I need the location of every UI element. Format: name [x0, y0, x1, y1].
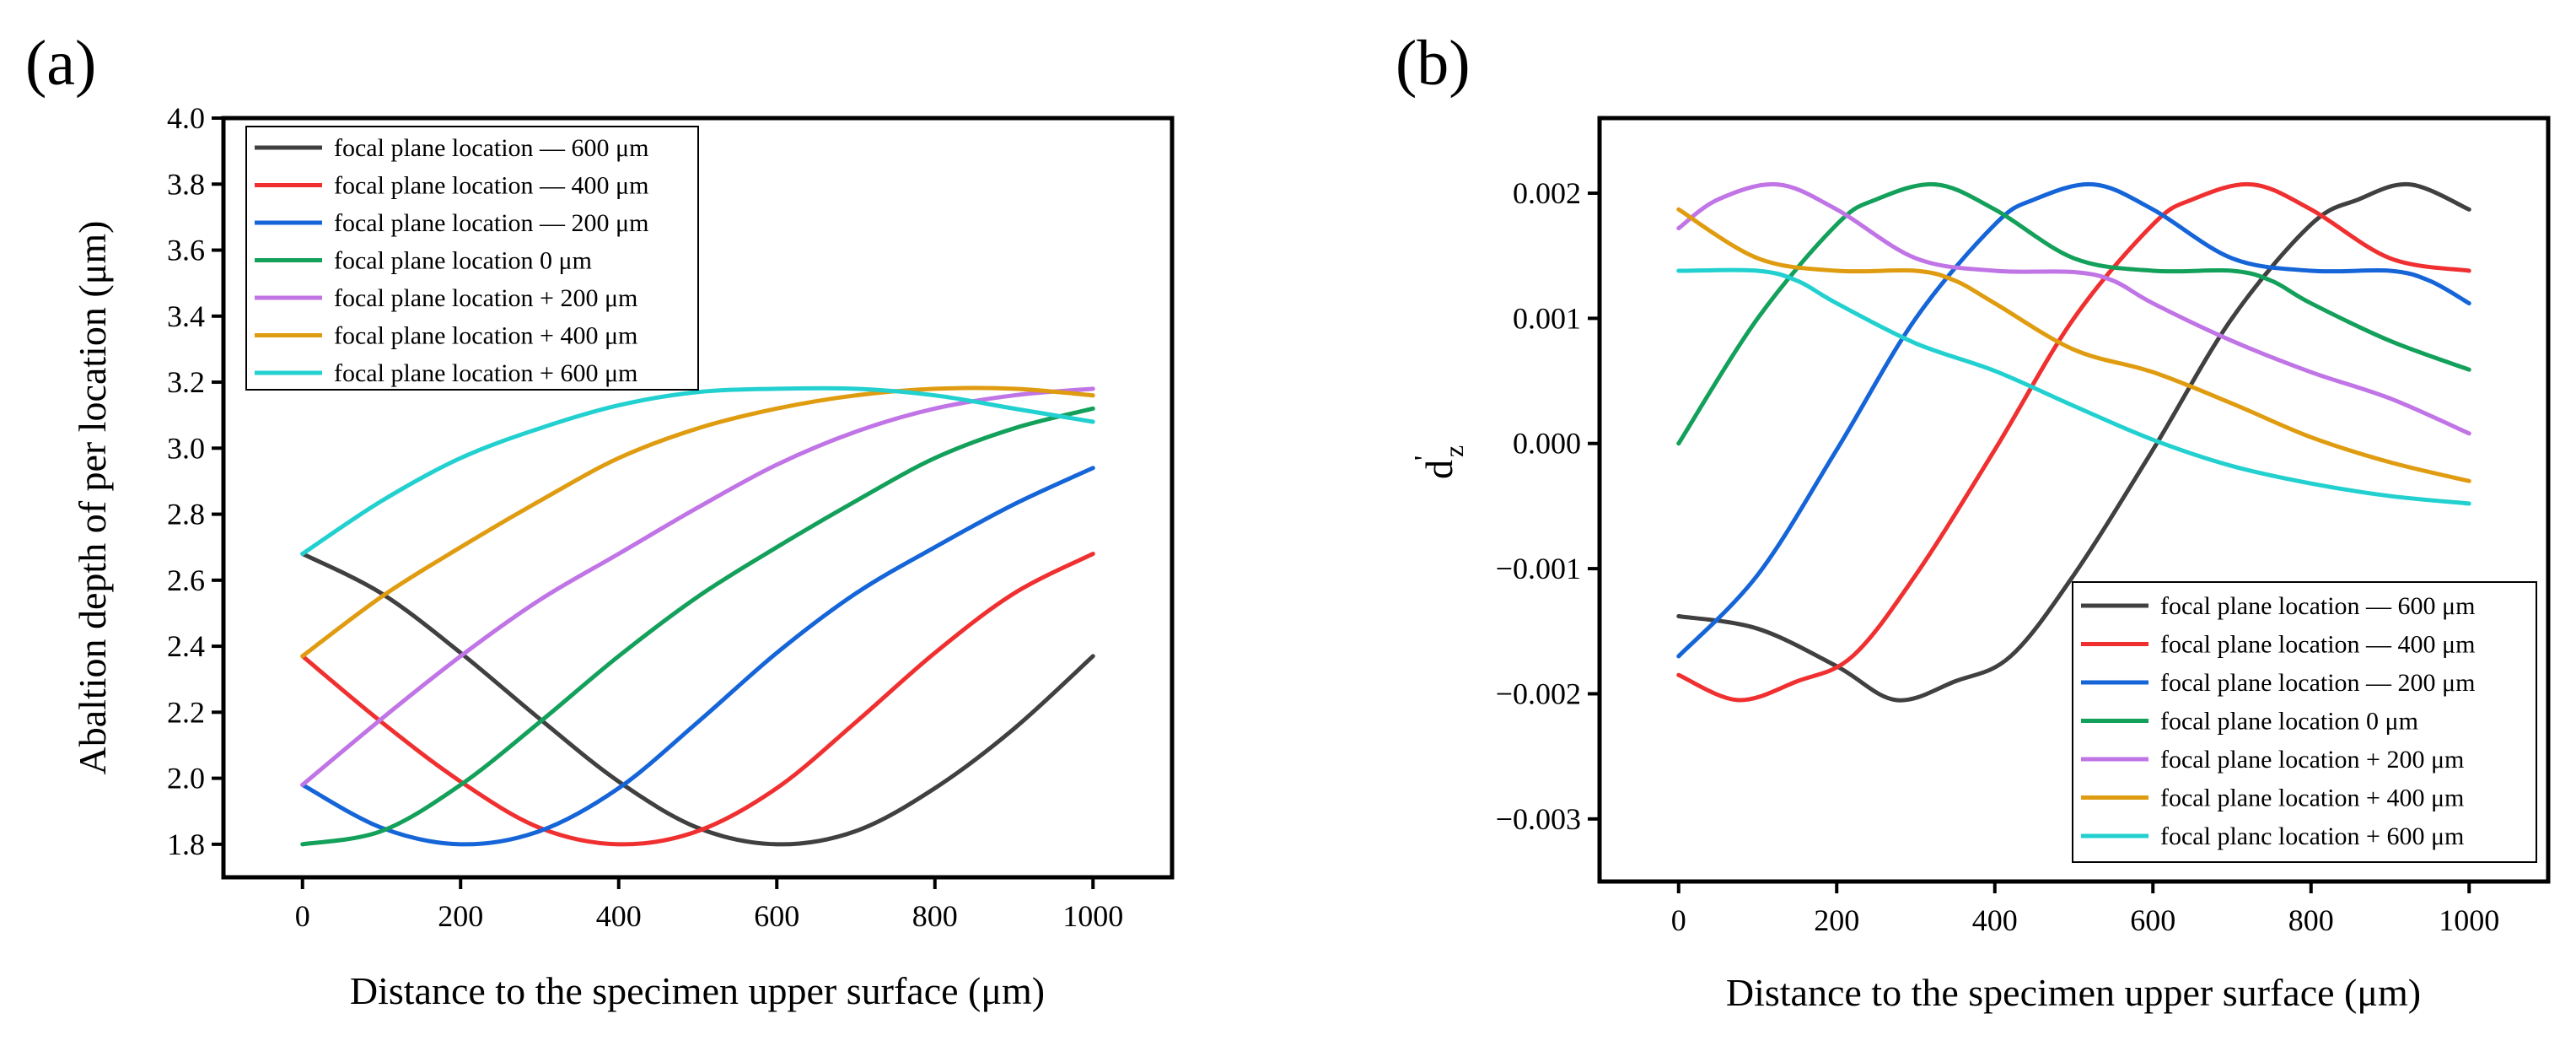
legend-entry-7: focal planc location + 600 μm [2160, 822, 2464, 850]
series-line-4 [1676, 181, 2471, 446]
series-line-4 [300, 406, 1095, 847]
series-line-1 [300, 552, 1095, 847]
series-line-2 [1676, 181, 2471, 703]
legend-entry-3: focal plane location — 200 μm [2160, 669, 2475, 697]
legend-entry-4: focal plane location 0 μm [2160, 708, 2418, 736]
y-tick-label: −0.002 [1496, 677, 1581, 710]
panel-a-plot-frame [221, 116, 1175, 880]
y-tick-label: 3.0 [167, 431, 205, 465]
panel-b-legend-box [2072, 581, 2537, 863]
legend-entry-2: focal plane location — 400 μm [2160, 631, 2475, 659]
panel-b-ylabel-sub: z [1439, 445, 1469, 457]
panel-a-label: (a) [25, 28, 96, 99]
panel-a-xlabel: Distance to the specimen upper surface (… [350, 969, 1045, 1012]
x-tick-label: 1000 [2439, 903, 2499, 937]
x-tick-label: 800 [912, 899, 958, 933]
x-tick-label: 600 [754, 899, 799, 933]
legend-entry-6: focal plane location + 400 μm [334, 322, 637, 350]
y-tick-label: 0.001 [1513, 301, 1581, 335]
panel-a-legend: focal plane location — 600 μm focal plane… [245, 126, 699, 391]
y-tick-label: −0.001 [1496, 552, 1581, 585]
legend-entry-5: focal plane location + 200 μm [2160, 746, 2464, 774]
y-tick-label: 0.002 [1513, 176, 1581, 210]
panel-b-chart: (b) 0 200 400 600 800 1000 −0.003 −0.002 −0.001 0… [1396, 28, 2551, 1014]
panel-b-ylabel-prime: ' [1409, 456, 1440, 461]
legend-entry-4: focal plane location 0 μm [334, 247, 592, 275]
x-tick-label: 0 [1671, 903, 1686, 937]
legend-entry-1: focal plane location — 600 μm [2160, 592, 2475, 620]
series-line-7 [1676, 267, 2471, 506]
series-line-5 [300, 386, 1095, 787]
x-tick-label: 200 [1814, 903, 1859, 937]
y-tick-label: 4.0 [167, 101, 205, 135]
y-tick-label: 2.2 [167, 695, 205, 729]
y-tick-label: 3.6 [167, 234, 205, 267]
panel-b-plot-frame [1597, 116, 2551, 884]
legend-entry-6: focal plane location + 400 μm [2160, 784, 2464, 812]
legend-entry-2: focal plane location — 400 μm [334, 172, 648, 200]
y-tick-label: 2.6 [167, 563, 205, 597]
x-tick-label: 800 [2288, 903, 2334, 937]
legend-entry-7: focal plane location + 600 μm [334, 359, 637, 387]
panel-a-chart: (a) 0 200 400 600 800 1000 1.8 2.0 2.2 2.4 2.6 2.8 3… [25, 28, 1175, 1012]
y-tick-label: 3.2 [167, 365, 205, 399]
series-line-5 [1676, 181, 2471, 436]
legend-entry-5: focal plane location + 200 μm [334, 284, 637, 312]
y-tick-label: 2.4 [167, 629, 205, 663]
y-tick-label: 0.000 [1513, 427, 1581, 461]
y-tick-label: −0.003 [1496, 802, 1581, 836]
legend-entry-1: focal plane location — 600 μm [334, 134, 648, 162]
panel-b-ylabel-d: d [1417, 460, 1460, 479]
y-tick-label: 2.0 [167, 762, 205, 795]
panel-b-label: (b) [1396, 28, 1471, 99]
y-tick-label: 3.4 [167, 299, 205, 333]
series-line-6 [300, 386, 1095, 659]
y-tick-label: 2.8 [167, 498, 205, 531]
series-line-3 [300, 466, 1095, 847]
x-tick-label: 600 [2130, 903, 2175, 937]
series-line-2 [300, 552, 1095, 847]
x-tick-label: 0 [295, 899, 310, 933]
x-tick-label: 1000 [1062, 899, 1123, 933]
x-tick-label: 200 [438, 899, 483, 933]
x-tick-label: 400 [1972, 903, 2018, 937]
series-line-6 [1676, 207, 2471, 483]
legend-entry-3: focal plane location — 200 μm [334, 209, 648, 237]
x-tick-label: 400 [596, 899, 642, 933]
panel-b-legend: focal plane location — 600 μm focal plane… [2072, 581, 2537, 863]
series-line-3 [1676, 181, 2471, 659]
series-line-7 [300, 386, 1095, 557]
panel-b-xlabel: Distance to the specimen upper surface (… [1726, 971, 2421, 1014]
panel-b-ylabel: d ' z [1409, 445, 1469, 479]
y-tick-label: 1.8 [167, 828, 205, 861]
panel-a-ylabel: Abaltion depth of per location (μm) [71, 221, 114, 775]
y-tick-label: 3.8 [167, 167, 205, 201]
